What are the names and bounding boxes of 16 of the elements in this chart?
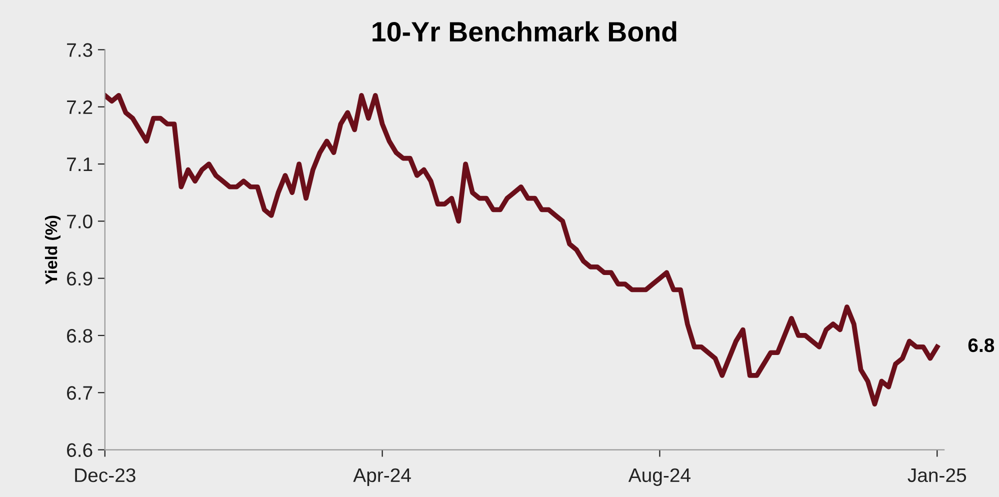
y-tick-label: 6.6 [67,443,92,458]
y-tick-label: 6.7 [67,386,92,400]
y-tick-label: 6.9 [67,272,92,286]
x-tick-label: Dec-23 [75,468,136,482]
y-axis-title: Yield (%) [44,216,61,284]
x-tick-label: Jan-25 [908,468,966,482]
x-tick-label: Apr-24 [353,468,411,486]
y-tick-label: 6.8 [67,328,92,343]
y-tick-label: 7.0 [67,214,92,228]
line-series [104,92,940,406]
chart-title: 10-Yr Benchmark Bond [372,21,676,42]
x-tick-label: Aug-24 [628,468,690,486]
annotation: 6.8 [968,338,994,352]
y-tick-label: 7.1 [67,158,92,172]
y-tick-label: 7.3 [67,43,92,57]
y-tick-label: 7.2 [67,100,92,114]
